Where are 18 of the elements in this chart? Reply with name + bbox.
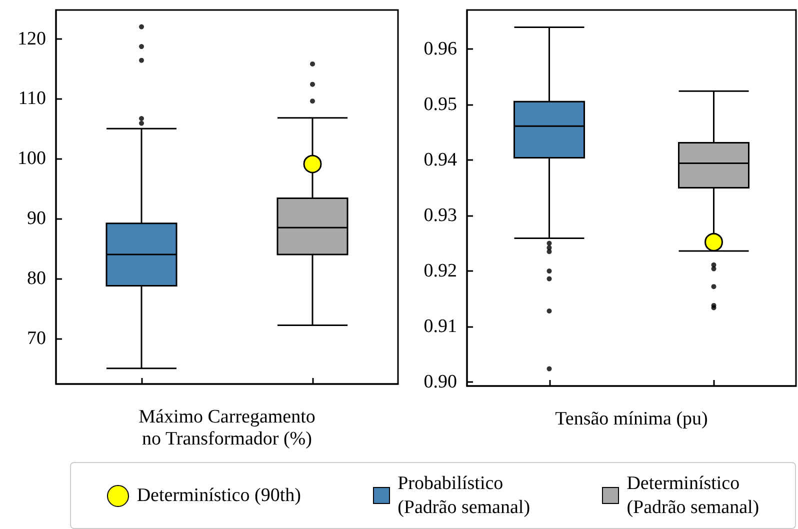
legend-label: Probabilístico (Padrão semanal) [398,472,530,520]
y-tick-label: 0.95 [424,94,457,115]
y-tick-label: 0.94 [424,149,458,170]
y-tick-label: 80 [27,268,46,290]
y-tick-label: 70 [27,328,46,349]
y-tick-label: 100 [18,148,46,170]
x-axis-title: Tensão mínima (pu) [555,408,708,430]
y-tick-label: 0.92 [424,260,457,282]
y-tick-label: 0.90 [424,372,457,393]
y-tick-label: 0.93 [424,204,457,226]
y-tick-label: 0.96 [424,38,457,60]
y-tick-label: 0.91 [424,316,457,338]
y-tick-label: 90 [27,208,46,230]
y-tick-label: 120 [18,28,46,50]
y-tick-label: 110 [18,88,46,110]
legend-label: Determinístico (Padrão semanal) [626,472,760,520]
x-axis-title: Máximo Carregamento no Transformador (%) [138,406,316,450]
legend-label: Determinístico (90th) [136,484,301,508]
